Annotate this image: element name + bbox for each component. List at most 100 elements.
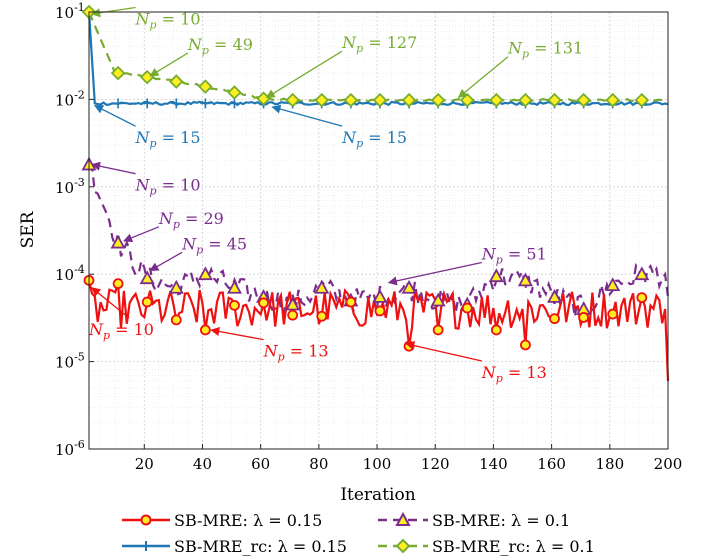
- x-tick-label: 60: [251, 455, 270, 473]
- legend-label-sb-mre-01: SB-MRE: λ = 0.1: [432, 511, 570, 530]
- annotation-label: Np = 45: [181, 234, 247, 256]
- annotation-arrow: [405, 341, 482, 362]
- series-sb-mre-015-marker: [199, 324, 211, 336]
- series-sb-mre-rc-01-marker: [576, 92, 591, 108]
- series-sb-mre-01-marker: [285, 296, 301, 311]
- series-sb-mre-01-marker: [634, 266, 650, 281]
- series-sb-mre-rc-01-marker: [605, 92, 620, 108]
- legend-label-sb-mre-015: SB-MRE: λ = 0.15: [174, 511, 322, 530]
- annotation-label: Np = 13: [263, 342, 329, 364]
- annotation-label: Np = 13: [481, 363, 547, 385]
- series-sb-mre-rc-01-marker: [285, 92, 300, 108]
- series-sb-mre-01-marker: [430, 292, 446, 307]
- series-sb-mre-015-marker: [170, 314, 182, 326]
- annotation-label: Np = 10: [135, 176, 201, 198]
- series-sb-mre-rc-01-marker: [314, 92, 330, 108]
- annotation-arrow: [91, 161, 136, 175]
- series-sb-mre-01-marker: [488, 268, 504, 283]
- series-sb-mre-01-marker: [197, 266, 213, 281]
- x-tick-label: 200: [654, 455, 683, 473]
- plot-background: [89, 12, 668, 449]
- series-sb-mre-rc-01-marker: [547, 92, 562, 108]
- series-sb-mre-015-marker: [578, 312, 590, 323]
- annotation-label: Np = 49: [187, 35, 253, 57]
- legend: SB-MRE: λ = 0.15 SB-MRE: λ = 0.1 SB-MRE_…: [122, 511, 595, 556]
- series-sb-mre-015-marker: [229, 299, 240, 311]
- x-tick-label: 20: [135, 455, 154, 473]
- x-tick-label: 180: [595, 455, 624, 473]
- series-sb-mre-rc-01-marker: [401, 92, 417, 108]
- series-sb-mre-rc-01-marker: [372, 92, 388, 108]
- annotation-label: Np = 131: [507, 39, 583, 61]
- series-sb-mre-015-marker: [520, 339, 531, 351]
- y-tick-label: 10-4: [55, 263, 85, 284]
- annotation-arrow: [123, 226, 160, 243]
- series-sb-mre-01-marker: [139, 270, 155, 285]
- series-sb-mre-01-marker: [226, 279, 242, 294]
- series-sb-mre-rc-01-marker: [198, 79, 213, 94]
- series-sb-mre-rc-01-marker: [227, 85, 242, 100]
- y-tick-label: 10-2: [55, 88, 85, 109]
- annotation-label: Np = 10: [88, 320, 154, 342]
- annotation-arrow: [91, 6, 136, 18]
- legend-item-sb-mre-015: SB-MRE: λ = 0.15: [122, 511, 322, 530]
- annotation-arrow: [149, 52, 189, 77]
- x-tick-label: 140: [479, 455, 508, 473]
- annotation-arrow: [265, 50, 343, 99]
- series-sb-mre-015-marker: [461, 302, 473, 314]
- series-sb-mre-015-marker: [316, 310, 328, 322]
- series-sb-mre-015-marker: [345, 296, 357, 308]
- y-tick-label: 10-6: [55, 438, 85, 459]
- y-axis-ticks: 10-6 10-5 10-4 10-3 10-2 10-1: [55, 1, 94, 459]
- x-axis-ticks: 20 40 60 80 100 120 140 160 180 200: [135, 444, 683, 473]
- series-sb-mre-015-marker: [432, 324, 444, 336]
- series-sb-mre-rc-01-marker: [634, 92, 650, 108]
- x-tick-label: 120: [421, 455, 450, 473]
- annotation-label: Np = 51: [481, 245, 547, 267]
- series-sb-mre-015-marker: [403, 340, 415, 352]
- series-sb-mre-015-marker: [374, 305, 386, 317]
- series-sb-mre-015-marker: [490, 324, 502, 336]
- x-tick-label: 80: [309, 455, 328, 473]
- series-sb-mre-rc-01-marker: [110, 65, 126, 81]
- series-sb-mre-015-marker: [112, 278, 124, 290]
- annotation-arrow: [149, 251, 183, 272]
- x-tick-label: 40: [193, 455, 212, 473]
- annotation-arrow: [387, 261, 482, 286]
- series-sb-mre-015-marker: [636, 292, 648, 303]
- annotation-label: Np = 127: [341, 33, 417, 55]
- annotation-label: Np = 15: [341, 128, 407, 150]
- y-tick-label: 10-1: [55, 1, 85, 22]
- series-sb-mre-rc-01-marker: [430, 92, 446, 108]
- series-sb-mre-01-marker: [605, 277, 621, 292]
- legend-item-sb-mre-rc-01: SB-MRE_rc: λ = 0.1: [378, 537, 595, 556]
- series-sb-mre-rc-01-marker: [518, 92, 533, 108]
- x-tick-label: 160: [537, 455, 566, 473]
- legend-label-sb-mre-rc-015: SB-MRE_rc: λ = 0.15: [174, 537, 347, 556]
- annotation-arrow: [210, 326, 264, 341]
- annotation-label: Np = 10: [135, 10, 201, 32]
- annotation-arrow: [271, 104, 343, 127]
- series-sb-mre-015-marker: [607, 308, 619, 320]
- series-sb-mre-rc-01-line: [87, 11, 669, 103]
- y-tick-label: 10-5: [55, 351, 85, 372]
- series-sb-mre-01-marker: [168, 279, 184, 294]
- series-sb-mre-015-marker: [141, 296, 153, 308]
- plot-frame: [88, 11, 669, 450]
- series-sb-mre-01-marker: [547, 289, 563, 303]
- annotation-label: Np = 15: [135, 128, 201, 150]
- series-sb-mre-rc-01-marker: [343, 92, 359, 108]
- series-layer: [81, 4, 670, 382]
- series-sb-mre-01-marker: [110, 234, 126, 249]
- annotation-arrow: [457, 56, 509, 99]
- series-sb-mre-01-marker: [372, 289, 388, 303]
- x-axis-title: Iteration: [340, 485, 415, 505]
- y-tick-label: 10-3: [55, 176, 85, 197]
- y-axis-title: SER: [18, 210, 38, 248]
- annotation-arrow: [91, 287, 130, 319]
- series-sb-mre-rc-01-marker: [489, 92, 504, 108]
- legend-item-sb-mre-01: SB-MRE: λ = 0.1: [378, 511, 570, 530]
- annotation-layer: Np = 10 Np = 49 Np = 127 Np = 131 Np = 15 Np …: [88, 6, 583, 385]
- series-sb-mre-015-marker: [287, 309, 299, 321]
- annotation-label: Np = 29: [158, 209, 224, 231]
